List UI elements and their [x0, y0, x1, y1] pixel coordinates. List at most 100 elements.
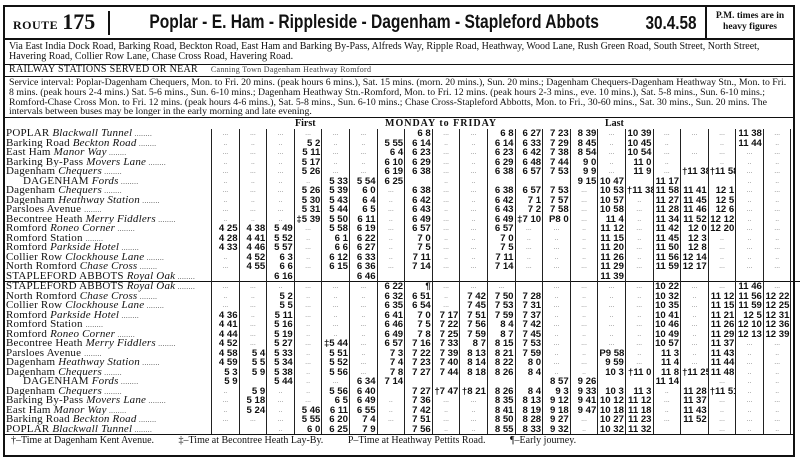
time-cell: 5 44: [266, 377, 295, 387]
time-cell: 6 5: [321, 396, 350, 406]
stop-name: POPLAR Blackwall Tunnel ........: [5, 129, 212, 139]
time-cell: 7 45: [514, 329, 543, 339]
time-cell: ..: [707, 252, 736, 262]
time-cell: 6 6: [321, 243, 350, 253]
time-cell: ..: [762, 367, 791, 377]
stop-name: STAPLEFORD ABBOTS Royal Oak ........: [5, 272, 212, 282]
time-cell: 5 54: [348, 176, 378, 186]
time-cell: ..: [762, 214, 791, 224]
time-cell: 7 59: [459, 329, 488, 339]
stop-name: Romford Roneo Corner ........: [5, 224, 212, 234]
time-cell: ...: [735, 167, 764, 177]
time-cell: 7 53: [542, 186, 571, 196]
stop-name: North Romford Chase Cross ........: [5, 262, 212, 272]
time-cell: 5 43: [321, 195, 350, 205]
time-cell: ...: [652, 129, 681, 139]
stop-detail: Chequers: [58, 367, 102, 378]
route-label: ROUTE: [13, 17, 59, 32]
time-cell: 6 38: [486, 167, 516, 177]
time-cell: 10 47: [597, 176, 626, 186]
leader-dots: ........: [118, 377, 139, 387]
time-cell: ...: [431, 195, 460, 205]
time-cell: ...: [238, 148, 267, 158]
time-cell: [680, 271, 709, 281]
time-cell: ..: [597, 138, 626, 148]
time-cell: ..: [542, 233, 571, 243]
time-cell: 7 56: [404, 424, 433, 434]
time-cell: ...: [459, 186, 488, 196]
time-cell: 4 59: [211, 358, 240, 368]
time-cell: ..: [790, 214, 800, 224]
time-cell: ..: [293, 176, 322, 186]
time-cell: 11 48: [707, 367, 736, 377]
time-cell: 6 0: [348, 186, 378, 196]
time-cell: 9 3: [542, 386, 571, 396]
time-cell: 6 25: [376, 176, 405, 186]
time-cell: ...: [569, 320, 598, 330]
time-cell: 6 8: [404, 129, 433, 139]
time-cell: 6 42: [404, 195, 433, 205]
stop-main: Collier Row: [6, 252, 63, 263]
time-cell: 4 46: [238, 243, 267, 253]
time-cell: 11 46: [735, 281, 764, 292]
time-cell: 6 43: [486, 205, 516, 215]
time-cell: ..: [735, 367, 764, 377]
time-cell: ..: [211, 405, 240, 415]
stop-main: East Ham: [6, 148, 51, 158]
time-cell: ...: [238, 320, 267, 330]
table-row: Barking By-Pass Movers Lane ........... 5…: [5, 396, 800, 406]
time-cell: 6 33: [348, 252, 378, 262]
time-cell: 7 9: [348, 424, 378, 434]
stop-name: Barking By-Pass Movers Lane ........: [5, 158, 212, 168]
time-cell: 11 4: [652, 358, 681, 368]
time-cell: 7 45: [459, 301, 488, 311]
time-cell: 12 1: [707, 186, 736, 196]
stop-main: Parsloes Avenue: [6, 348, 82, 359]
time-cell: 11 44: [707, 358, 736, 368]
time-cell: 6 22: [376, 281, 405, 292]
leader-dots: ........: [175, 271, 196, 281]
time-cell: ...: [459, 281, 488, 292]
time-cell: 11 37: [680, 396, 709, 406]
time-cell: ..: [762, 176, 791, 186]
time-cell: ...: [431, 129, 460, 139]
stop-main: Romford: [6, 224, 48, 234]
time-cell: 6 43: [404, 205, 433, 215]
time-cell: 5 50: [321, 214, 350, 224]
time-cell: ...: [266, 129, 295, 139]
time-cell: 11 23: [624, 415, 653, 425]
time-cell: 10 49: [652, 329, 681, 339]
time-cell: ...: [624, 358, 653, 368]
time-cell: ...: [735, 396, 764, 406]
stop-name: Romford Station ........: [5, 234, 212, 244]
time-cell: 11 20: [597, 243, 626, 253]
stop-main: Dagenham: [6, 386, 56, 397]
time-cell: ...: [597, 339, 626, 349]
time-cell: ...: [790, 339, 800, 349]
time-cell: ...: [293, 358, 322, 368]
time-cell: 11 52: [680, 415, 709, 425]
time-cell: [680, 377, 709, 387]
stop-name: Barking By-Pass Movers Lane ........: [5, 396, 212, 406]
time-cell: ...: [680, 339, 709, 349]
time-cell: ...: [459, 224, 488, 234]
time-cell: 6 22: [348, 233, 378, 243]
time-cell: 10 18: [597, 405, 626, 415]
route-title: Poplar - E. Ham - Rippleside - Dagenham …: [149, 11, 599, 33]
time-cell: ...: [266, 396, 295, 406]
time-cell: ...: [266, 205, 295, 215]
time-cell: ...: [624, 205, 653, 215]
time-cell: ..: [735, 252, 764, 262]
time-cell: ...: [431, 148, 460, 158]
time-cell: 6 49: [486, 214, 516, 224]
stop-main: STAPLEFORD ABBOTS: [6, 271, 124, 282]
time-cell: [404, 377, 433, 387]
time-cell: P9 58: [597, 348, 626, 358]
leader-dots: ........: [144, 252, 165, 262]
time-cell: 10 57: [597, 195, 626, 205]
time-cell: 12 5: [707, 195, 736, 205]
time-cell: 7 53: [542, 167, 571, 177]
table-row: Romford Station ........ 4 28 4 41 5 52.. 6 …: [5, 233, 800, 244]
time-cell: 12 13: [735, 329, 764, 339]
time-cell: 12 36: [762, 320, 791, 330]
